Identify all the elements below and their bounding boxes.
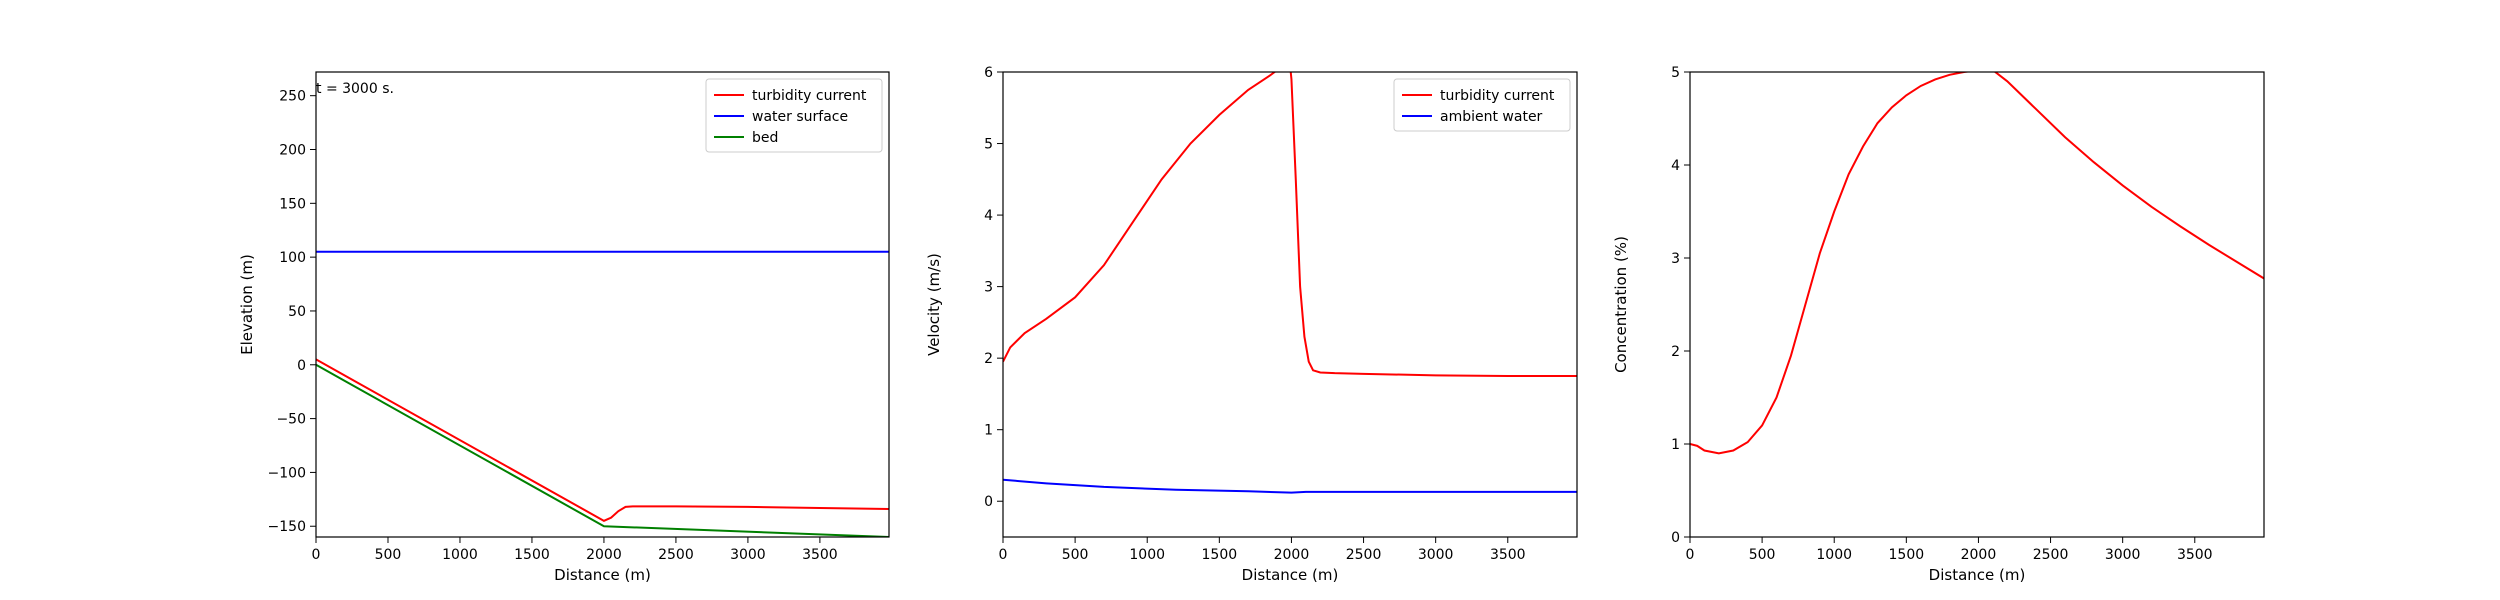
x-tick-label: 3000 bbox=[2105, 547, 2141, 563]
x-tick-label: 1000 bbox=[1816, 547, 1852, 563]
y-tick-label: 1 bbox=[1671, 437, 1680, 453]
legend-label: turbidity current bbox=[1440, 88, 1555, 104]
x-axis-label: Distance (m) bbox=[1242, 566, 1339, 584]
y-tick-label: 2 bbox=[1671, 344, 1680, 360]
y-tick-label: −50 bbox=[276, 412, 306, 428]
legend-box bbox=[705, 78, 883, 153]
x-tick-label: 2500 bbox=[2033, 547, 2069, 563]
x-tick-label: 2000 bbox=[1274, 547, 1310, 563]
y-tick-label: 0 bbox=[1671, 530, 1680, 546]
x-tick-label: 3500 bbox=[802, 547, 838, 563]
x-tick-label: 3000 bbox=[1418, 547, 1454, 563]
y-axis-label: Velocity (m/s) bbox=[925, 253, 943, 356]
elevation-plot-frame bbox=[315, 71, 890, 538]
x-tick-label: 0 bbox=[1686, 547, 1695, 563]
y-tick-label: −150 bbox=[268, 519, 306, 535]
x-tick-label: 1500 bbox=[514, 547, 550, 563]
x-tick-label: 2000 bbox=[1961, 547, 1997, 563]
elevation-plot: t = 3000 s. 0 500 1000 1500 2000 2500 3000 3500… bbox=[238, 71, 890, 584]
x-tick-label: 1000 bbox=[442, 547, 478, 563]
x-tick-label: 2500 bbox=[1346, 547, 1382, 563]
x-tick-label: 1500 bbox=[1889, 547, 1925, 563]
y-tick-label: 4 bbox=[1671, 158, 1680, 174]
ambient-water-series-line bbox=[1003, 478, 1577, 494]
y-axis-label: Elevation (m) bbox=[238, 254, 256, 355]
legend-label: turbidity current bbox=[752, 88, 867, 104]
y-tick-label: 6 bbox=[984, 65, 993, 81]
x-tick-label: 2500 bbox=[658, 547, 694, 563]
legend-box bbox=[1393, 78, 1571, 132]
velocity-plot-frame bbox=[1002, 71, 1578, 538]
concentration-plot: 0 500 1000 1500 2000 2500 3000 3500 0 1 2 3 4 5 Distan… bbox=[1612, 65, 2265, 584]
legend-label: water surface bbox=[752, 109, 848, 125]
y-tick-label: 3 bbox=[1671, 251, 1680, 267]
time-annotation: t = 3000 s. bbox=[316, 81, 394, 97]
y-tick-label: 100 bbox=[279, 250, 306, 266]
x-tick-label: 500 bbox=[375, 547, 402, 563]
y-axis-label: Concentration (%) bbox=[1612, 236, 1630, 373]
turbidity-current-series-line bbox=[1003, 72, 1577, 378]
x-axis-label: Distance (m) bbox=[1929, 566, 2026, 584]
x-tick-label: 500 bbox=[1749, 547, 1776, 563]
y-tick-label: −100 bbox=[268, 465, 306, 481]
legend: turbidity current ambient water bbox=[1393, 78, 1571, 132]
bed-series-line bbox=[316, 363, 889, 537]
legend-label: ambient water bbox=[1440, 109, 1543, 125]
x-tick-label: 1000 bbox=[1129, 547, 1165, 563]
y-tick-label: 4 bbox=[984, 208, 993, 224]
y-tick-label: 1 bbox=[984, 423, 993, 439]
y-tick-label: 5 bbox=[984, 137, 993, 153]
y-tick-label: 5 bbox=[1671, 65, 1680, 81]
x-axis-label: Distance (m) bbox=[554, 566, 651, 584]
y-tick-label: 200 bbox=[279, 143, 306, 159]
y-tick-label: 2 bbox=[984, 351, 993, 367]
turbidity-current-series-line bbox=[316, 358, 889, 522]
x-tick-label: 0 bbox=[312, 547, 321, 563]
velocity-plot: 0 500 1000 1500 2000 2500 3000 3500 0 1 2 3 4 5 6 Dista… bbox=[925, 65, 1578, 584]
concentration-plot-frame bbox=[1689, 71, 2265, 538]
x-tick-label: 3500 bbox=[2177, 547, 2213, 563]
legend: turbidity current water surface bed bbox=[705, 78, 883, 153]
y-tick-label: 3 bbox=[984, 280, 993, 296]
x-tick-label: 0 bbox=[999, 547, 1008, 563]
y-tick-label: 250 bbox=[279, 89, 306, 105]
legend-label: bed bbox=[752, 130, 778, 146]
x-tick-label: 500 bbox=[1062, 547, 1089, 563]
x-tick-label: 3500 bbox=[1490, 547, 1526, 563]
concentration-series-line bbox=[1690, 72, 2264, 455]
x-tick-label: 3000 bbox=[730, 547, 766, 563]
y-tick-label: 50 bbox=[288, 304, 306, 320]
x-tick-label: 1500 bbox=[1202, 547, 1238, 563]
y-tick-label: 0 bbox=[297, 358, 306, 374]
x-tick-label: 2000 bbox=[586, 547, 622, 563]
y-tick-label: 150 bbox=[279, 196, 306, 212]
y-tick-label: 0 bbox=[984, 494, 993, 510]
